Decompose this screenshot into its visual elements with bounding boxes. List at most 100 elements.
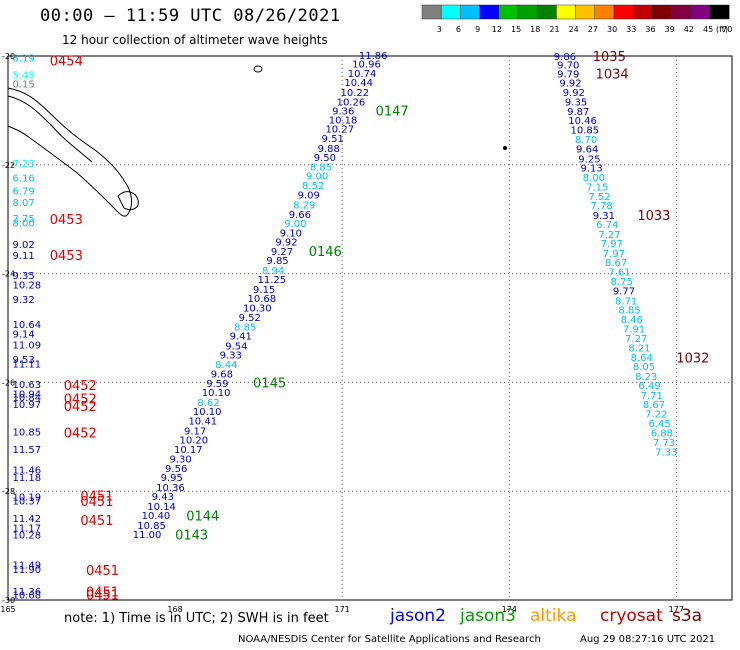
- track-cryosat: 9.869.709.799.929.929.359.8710.4610.858.…: [554, 50, 710, 458]
- wave-height-label: 11.49: [12, 561, 41, 572]
- time-label: 0144: [186, 510, 219, 525]
- wave-height-label: 9.32: [12, 295, 34, 306]
- wave-height-label: 10.17: [174, 445, 203, 456]
- lat-tick-label: -30: [2, 596, 15, 605]
- wave-height-label: 8.67: [643, 400, 665, 411]
- wave-height-label: 11.09: [12, 340, 41, 351]
- wave-height-label: 6.16: [12, 173, 34, 184]
- wave-height-label: 8.85: [618, 306, 640, 317]
- wave-height-label: 9.15: [253, 285, 275, 296]
- wave-height-label: 9.00: [284, 219, 306, 230]
- chart-title: 00:00 – 11:59 UTC 08/26/2021: [40, 6, 341, 26]
- wave-height-label: 10.85: [137, 521, 166, 532]
- lat-tick-label: -24: [2, 270, 15, 279]
- time-label: 0451: [80, 514, 113, 529]
- legend-jason2: jason2: [390, 606, 446, 626]
- wave-height-label: 10.64: [12, 320, 41, 331]
- wave-height-label: 6.74: [596, 220, 618, 231]
- legend-jason3: jason3: [460, 606, 516, 626]
- wave-height-label: 9.64: [576, 144, 598, 155]
- wave-height-label: 8.67: [605, 258, 627, 269]
- wave-height-label: 11.11: [12, 359, 41, 370]
- lon-tick-label: 168: [167, 605, 182, 614]
- map-frame: [7, 55, 733, 601]
- wave-height-label: 9.70: [557, 61, 579, 72]
- chart-subtitle: 12 hour collection of altimeter wave hei…: [62, 33, 328, 47]
- time-label: 0453: [50, 249, 83, 264]
- wave-height-label: 10.63: [12, 380, 41, 391]
- footer-timestamp: Aug 29 08:27:16 UTC 2021: [580, 634, 716, 645]
- wave-height-label: 7.23: [12, 159, 34, 170]
- lon-tick-label: 165: [0, 605, 15, 614]
- wave-height-label: 9.25: [578, 154, 600, 165]
- lat-tick-label: -20: [2, 52, 15, 61]
- wave-height-label: 9.30: [170, 455, 192, 466]
- wave-height-label: 9.35: [12, 271, 34, 282]
- wave-height-label: 10.19: [12, 493, 41, 504]
- wave-height-label: 7.27: [598, 230, 620, 241]
- wave-height-label: 10.27: [325, 124, 354, 135]
- wave-height-label: 10.41: [188, 416, 217, 427]
- track-jason2: 8.19 5.450.15 7.23 6.16 6.798.07 7.758.00 9.02…: [12, 54, 119, 604]
- wave-height-label: 8.46: [621, 315, 643, 326]
- wave-height-label: 10.85: [12, 427, 41, 438]
- wave-height-label: 10.96: [352, 60, 381, 71]
- wave-height-label: 6.79: [12, 186, 34, 197]
- colorbar-swatch: [709, 4, 730, 20]
- wave-height-label: 7.73: [653, 438, 675, 449]
- lat-tick-label: -26: [2, 378, 15, 387]
- wave-height-label: 7.15: [586, 183, 608, 194]
- wave-height-label: 9.92: [563, 88, 585, 99]
- wave-height-label: 7.97: [603, 249, 625, 260]
- wave-height-label: 9.56: [165, 464, 187, 475]
- wave-height-label: 10.14: [147, 502, 176, 513]
- lon-tick-label: 171: [335, 605, 350, 614]
- wave-height-label: 9.92: [275, 238, 297, 249]
- wave-height-label: 8.00: [583, 173, 605, 184]
- wave-height-label: 7.71: [641, 391, 663, 402]
- wave-height-label: 8.29: [293, 201, 315, 212]
- wave-height-label: 11.17: [12, 524, 41, 535]
- colorbar-label: 36: [645, 25, 655, 34]
- wave-height-label: 9.14: [12, 329, 34, 340]
- wave-height-label: 7.75: [12, 214, 34, 225]
- wave-height-label: 8.21: [628, 344, 650, 355]
- wave-height-label: 9.52: [239, 313, 261, 324]
- wave-height-label: 8.62: [197, 398, 219, 409]
- wave-height-label: 10.26: [337, 98, 366, 109]
- colorbar-label: 24: [569, 25, 579, 34]
- wave-height-label: 10.20: [180, 436, 209, 447]
- wave-height-label: 10.97: [12, 400, 41, 411]
- wave-height-label: 9.17: [184, 426, 206, 437]
- wave-height-label: 7.78: [591, 201, 613, 212]
- wave-height-label: 10.44: [344, 78, 373, 89]
- wave-height-label: 9.36: [332, 106, 354, 117]
- colorbar: 3 6 9 12 15 18 21 24 27 30 33 36 39 42 45 70(ft): [421, 4, 732, 34]
- coastline: [7, 65, 507, 217]
- time-label: 0452: [64, 379, 97, 394]
- wave-height-label: 5.45: [12, 70, 34, 81]
- wave-height-label: 9.13: [581, 164, 603, 175]
- wave-height-label: 9.86: [554, 52, 576, 63]
- time-label: 0451: [86, 585, 119, 600]
- wave-height-label: 7.27: [625, 334, 647, 345]
- wave-height-label: 8.71: [615, 296, 637, 307]
- wave-height-label: 9.41: [230, 332, 252, 343]
- wave-height-label: 7.33: [655, 447, 677, 458]
- wave-height-label: 10.74: [348, 69, 377, 80]
- lat-tick-label: -28: [2, 487, 15, 496]
- wave-height-label: 9.31: [593, 211, 615, 222]
- wave-height-label: 10.68: [12, 591, 41, 602]
- wave-height-label: 8.44: [215, 360, 237, 371]
- wave-height-label: 8.19: [12, 54, 34, 65]
- wave-height-label: 9.87: [567, 107, 589, 118]
- colorbar-label: 6: [456, 25, 461, 34]
- time-label: 0452: [64, 426, 97, 441]
- lon-tick-label: 174: [502, 605, 517, 614]
- wave-height-label: 9.51: [322, 134, 344, 145]
- wave-height-label: 8.85: [234, 322, 256, 333]
- wave-height-label: 8.05: [633, 362, 655, 373]
- wave-height-label: 7.61: [608, 267, 630, 278]
- wave-height-label: 10.28: [12, 280, 41, 291]
